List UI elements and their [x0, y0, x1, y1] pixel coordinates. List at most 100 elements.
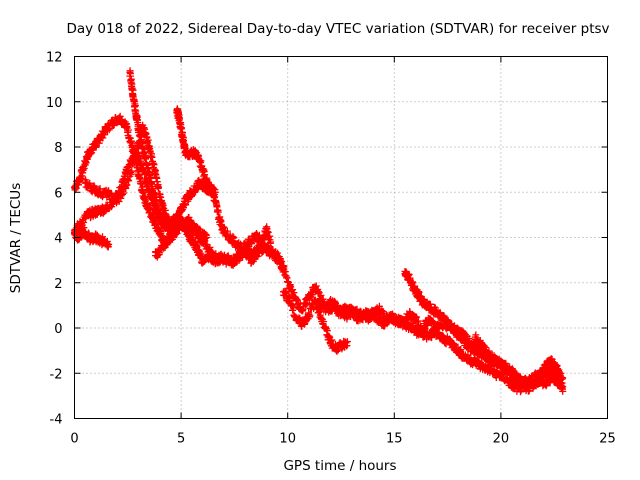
data-point	[311, 297, 319, 305]
data-point	[267, 247, 275, 255]
data-point	[152, 197, 160, 205]
data-point	[262, 224, 270, 232]
y-axis-label: SDTVAR / TECUs	[8, 183, 24, 293]
data-point	[439, 335, 447, 343]
data-point	[510, 383, 518, 391]
series-sat-k	[471, 331, 567, 395]
data-point	[305, 310, 313, 318]
data-point	[75, 177, 83, 185]
x-tick-label: 20	[493, 432, 510, 447]
data-point	[407, 324, 415, 332]
data-point	[79, 166, 87, 174]
data-point	[113, 197, 121, 205]
x-tick-label: 15	[386, 432, 403, 447]
data-point	[173, 107, 181, 115]
data-point	[177, 204, 185, 212]
data-point	[542, 381, 550, 389]
data-point	[181, 148, 189, 156]
y-tick-label: 4	[54, 232, 62, 247]
data-point	[96, 188, 104, 196]
data-point	[405, 274, 413, 282]
data-point	[305, 292, 313, 300]
data-point	[548, 358, 556, 366]
data-point	[318, 315, 326, 323]
data-point	[554, 367, 562, 375]
data-point	[220, 227, 228, 235]
data-point	[115, 114, 123, 122]
data-point	[461, 338, 469, 346]
data-point	[81, 179, 89, 187]
data-point	[254, 249, 262, 257]
data-point	[130, 157, 138, 165]
data-point	[228, 258, 236, 266]
data-point	[226, 234, 234, 241]
data-point	[522, 385, 530, 393]
data-point	[418, 297, 426, 305]
data-point	[194, 179, 202, 187]
data-point	[484, 349, 492, 357]
data-point	[126, 68, 134, 76]
data-point	[139, 143, 147, 151]
data-point	[134, 125, 142, 133]
data-point	[122, 120, 130, 128]
data-point	[83, 231, 91, 239]
data-point	[169, 222, 177, 230]
data-point	[105, 191, 113, 199]
data-point	[79, 227, 87, 235]
data-point	[559, 387, 567, 395]
data-point	[196, 234, 204, 241]
data-point	[412, 315, 420, 323]
data-point	[459, 351, 467, 359]
data-point	[83, 152, 91, 160]
data-point	[542, 360, 550, 368]
data-point	[467, 344, 475, 352]
data-point	[158, 245, 166, 253]
data-point	[454, 331, 462, 339]
data-point	[147, 152, 155, 160]
data-point	[484, 365, 492, 373]
data-point	[286, 283, 294, 291]
data-point	[139, 188, 147, 196]
data-point	[241, 247, 249, 255]
series-sat-j	[401, 267, 501, 368]
data-point	[233, 240, 241, 248]
data-point	[424, 333, 432, 341]
data-point	[179, 136, 187, 144]
y-tick-label: 2	[54, 277, 62, 292]
data-point	[354, 315, 362, 323]
data-point	[380, 319, 388, 327]
data-point	[198, 166, 206, 174]
series-sat-h	[279, 287, 351, 355]
data-point	[143, 161, 151, 169]
data-point	[441, 317, 449, 325]
y-tick-label: 10	[46, 96, 63, 111]
data-point	[186, 191, 194, 199]
data-point	[190, 238, 198, 246]
data-point	[471, 358, 479, 366]
data-point	[503, 376, 511, 384]
data-point	[328, 297, 336, 305]
data-point	[267, 238, 275, 246]
grid	[74, 56, 608, 419]
x-tick-label: 5	[177, 432, 185, 447]
data-point	[497, 372, 505, 380]
data-point	[207, 184, 215, 192]
data-point	[252, 231, 260, 239]
data-point	[177, 220, 185, 228]
data-point	[418, 329, 426, 337]
plot-frame	[74, 56, 608, 419]
data-point	[367, 308, 375, 316]
data-point	[473, 349, 481, 357]
data-point	[164, 224, 172, 232]
data-point	[478, 342, 486, 350]
data-point	[422, 301, 430, 309]
data-point	[392, 317, 400, 325]
data-point	[503, 365, 511, 373]
data-point	[77, 220, 85, 228]
data-point	[198, 256, 206, 264]
data-point	[273, 252, 281, 260]
data-point	[160, 220, 168, 228]
data-point	[446, 338, 454, 346]
data-point	[88, 236, 96, 244]
